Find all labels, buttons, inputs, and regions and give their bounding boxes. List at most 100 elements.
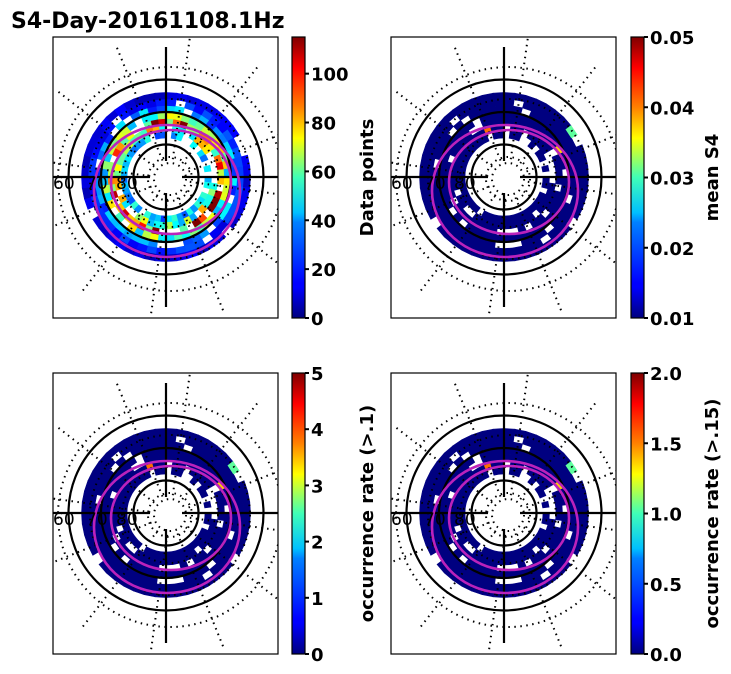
plot-area: [53, 373, 278, 654]
data-bin: [203, 164, 212, 173]
latitude-label: 80: [454, 174, 476, 194]
data-bin: [493, 583, 505, 592]
colorbar-tick-label: 0: [311, 645, 324, 666]
dotted-latitude-ring: [459, 466, 557, 564]
colorbar-label: mean S4: [702, 134, 723, 222]
colorbar-tick-label: 2: [311, 533, 324, 554]
dotted-latitude-ring: [153, 498, 187, 532]
data-bin: [537, 489, 547, 499]
data-bin: [165, 434, 177, 443]
colorbar-tick-label: 80: [311, 114, 336, 135]
colorbar-tick-label: 100: [311, 65, 349, 86]
colorbar-tick-label: 60: [311, 162, 336, 183]
dotted-latitude-ring: [491, 498, 525, 532]
data-bin: [155, 247, 167, 256]
colorbar-tick-label: 0.04: [650, 98, 694, 119]
figure-title: S4-Day-20161108.1Hz: [11, 9, 285, 34]
data-bin: [165, 428, 178, 437]
panel-mean-s4: 60 70 80 0.01 0.02 0.03 0.04 0.05 mean S4: [390, 28, 723, 330]
data-bin: [541, 500, 550, 509]
colorbar-tick-label: 40: [311, 211, 336, 232]
latitude-label: 60: [53, 510, 75, 530]
colorbar-tick-label: 2.0: [650, 364, 682, 385]
panel-data-points: 60 70 80 0 20 40 60 80 100 Data points: [52, 36, 378, 330]
data-bin: [203, 500, 212, 509]
panel-occurrence-rate-0.15: 60 70 80 0.0 0.5 1.0 1.5 2.0 occurrence rate (>.…: [390, 364, 723, 666]
plot-area: [391, 373, 616, 654]
auroral-oval-poleward: [109, 128, 233, 236]
axes-frame: [390, 372, 617, 655]
latitude-label: 70: [86, 510, 108, 530]
data-bin: [503, 428, 516, 437]
data-bin: [493, 247, 505, 256]
axes-frame: [390, 36, 617, 319]
latitude-label: 70: [86, 174, 108, 194]
axes-frame: [52, 36, 279, 319]
colorbar-tick-label: 0: [311, 309, 324, 330]
colorbar-label: Data points: [357, 119, 378, 237]
dotted-latitude-ring: [427, 98, 589, 260]
data-bin: [503, 98, 515, 107]
latitude-label: 80: [116, 510, 138, 530]
data-bin: [513, 428, 527, 439]
data-bin: [503, 247, 515, 256]
colorbar-tick-label: 0.5: [650, 575, 682, 596]
colorbar-tick-label: 1.0: [650, 505, 682, 526]
panel-occurrence-rate-0.1: 60 70 80 0 1 2 3 4 5 occurrence rate (>.1): [52, 364, 378, 666]
auroral-oval-equatorward: [92, 123, 242, 259]
colorbar-data-points: 0 20 40 60 80 100 Data points: [291, 36, 378, 330]
auroral-oval-poleward: [447, 464, 571, 572]
data-bins: [419, 92, 589, 262]
data-bin: [165, 247, 177, 256]
data-bin: [175, 92, 189, 103]
dotted-latitude-ring: [147, 156, 193, 202]
dotted-latitude-ring: [89, 434, 251, 596]
data-bin: [503, 583, 515, 592]
plot-area: [391, 37, 616, 318]
geomagnetic-grid: [53, 373, 278, 654]
colorbar-tick-label: 20: [311, 260, 336, 281]
colorbar-tick-label: 0.05: [650, 28, 694, 49]
auroral-oval-equatorward: [92, 459, 242, 595]
data-bin: [175, 428, 189, 439]
latitude-label: 70: [424, 174, 446, 194]
data-bin: [199, 153, 209, 163]
colorbar-label: occurrence rate (>.15): [702, 399, 723, 629]
dotted-latitude-ring: [485, 156, 531, 202]
colorbar-gradient: [291, 372, 306, 655]
data-bins: [81, 428, 251, 598]
colorbar-gradient: [630, 372, 645, 655]
dotted-latitude-ring: [491, 162, 525, 196]
colorbar-tick-label: 4: [311, 420, 324, 441]
latitude-label: 80: [454, 510, 476, 530]
data-bin: [199, 489, 209, 499]
colorbar-tick-label: 0.03: [650, 169, 694, 190]
data-bin: [537, 153, 547, 163]
geomagnetic-grid: [391, 37, 616, 318]
dotted-latitude-ring: [121, 130, 219, 228]
colorbar-tick-label: 5: [311, 364, 324, 385]
latitude-label: 60: [391, 174, 413, 194]
data-bin: [513, 92, 527, 103]
dotted-latitude-ring: [459, 130, 557, 228]
data-bin: [165, 98, 177, 107]
colorbar-tick-label: 1.5: [650, 434, 682, 455]
plot-area: [53, 37, 278, 318]
colorbar-tick-label: 1: [311, 589, 324, 610]
data-bins: [419, 428, 589, 598]
latitude-label: 60: [391, 510, 413, 530]
data-bin: [503, 434, 515, 443]
auroral-oval-poleward: [109, 464, 233, 572]
colorbar-gradient: [291, 36, 306, 319]
dotted-latitude-ring: [147, 492, 193, 538]
colorbar-label: occurrence rate (>.1): [357, 405, 378, 622]
latitude-label: 60: [53, 174, 75, 194]
data-bin: [541, 164, 550, 173]
colorbar-mean-s4: 0.01 0.02 0.03 0.04 0.05 mean S4: [630, 28, 723, 330]
dotted-latitude-ring: [153, 162, 187, 196]
latitude-label: 70: [424, 510, 446, 530]
colorbar-occurrence-rate-0.15: 0.0 0.5 1.0 1.5 2.0 occurrence rate (>.15): [630, 364, 723, 666]
colorbar-gradient: [630, 36, 645, 319]
auroral-oval-equatorward: [430, 123, 580, 259]
